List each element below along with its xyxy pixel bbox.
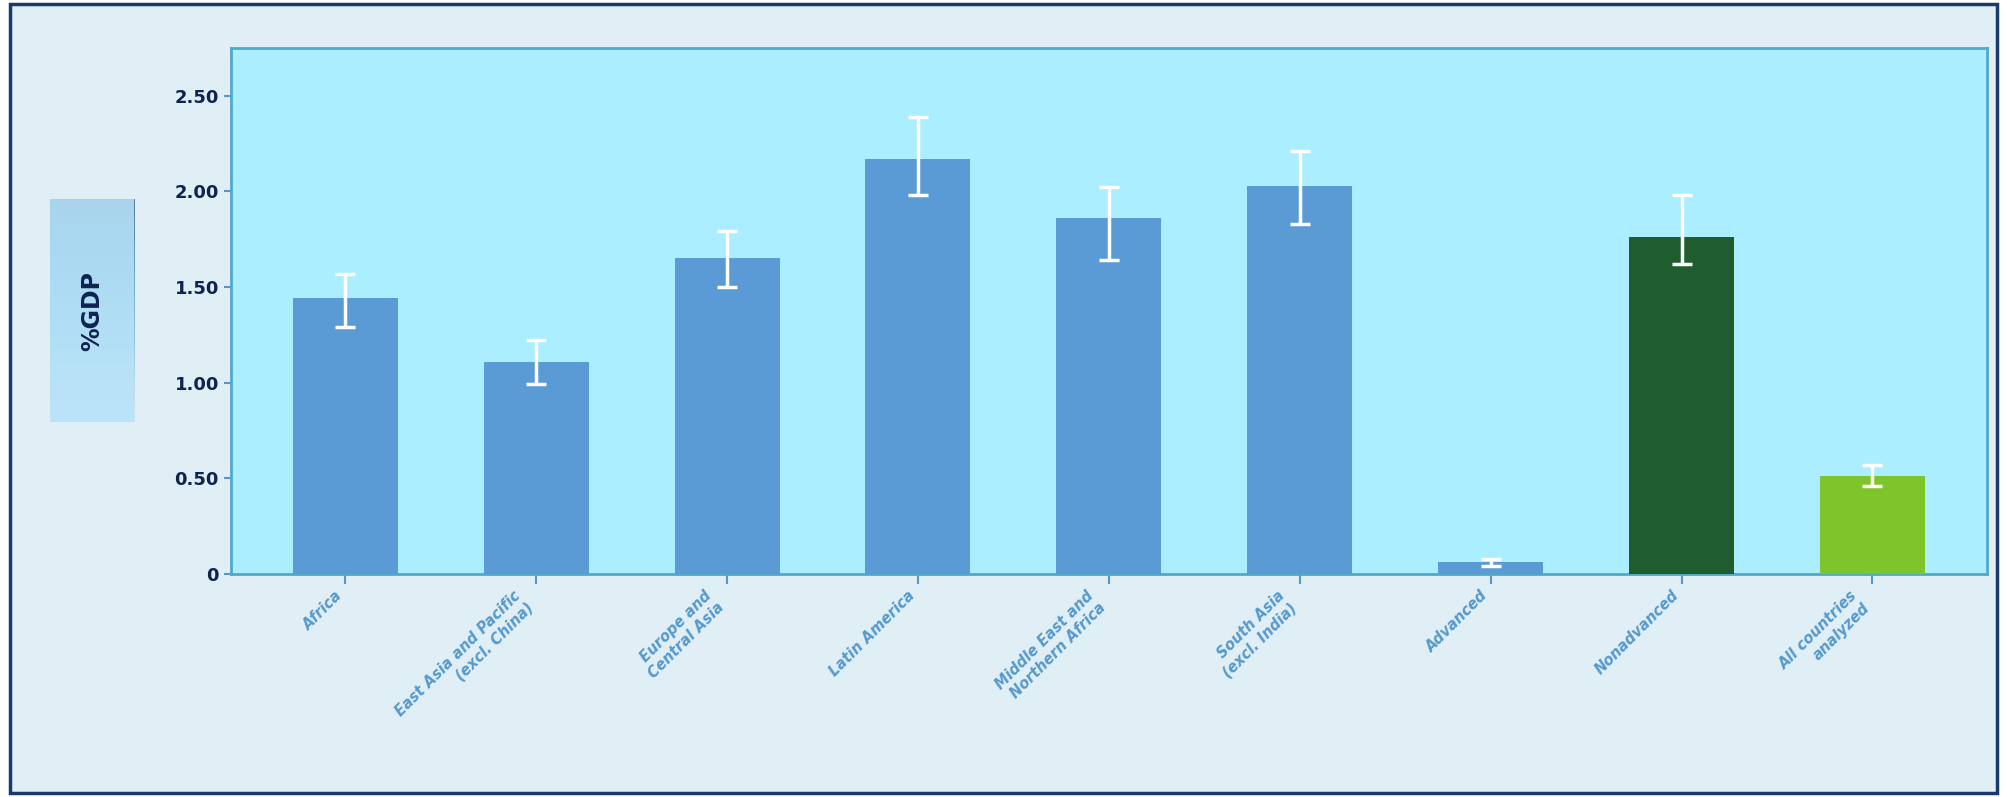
Bar: [674, 258, 779, 574]
Bar: [484, 362, 588, 574]
Bar: [1820, 477, 1925, 574]
Bar: [865, 159, 971, 574]
Bar: [1630, 238, 1734, 574]
Bar: [1246, 186, 1353, 574]
Bar: [1056, 218, 1162, 574]
Text: %GDP: %GDP: [80, 271, 104, 351]
Bar: [293, 298, 397, 574]
FancyBboxPatch shape: [46, 188, 138, 434]
Bar: [1439, 563, 1543, 574]
